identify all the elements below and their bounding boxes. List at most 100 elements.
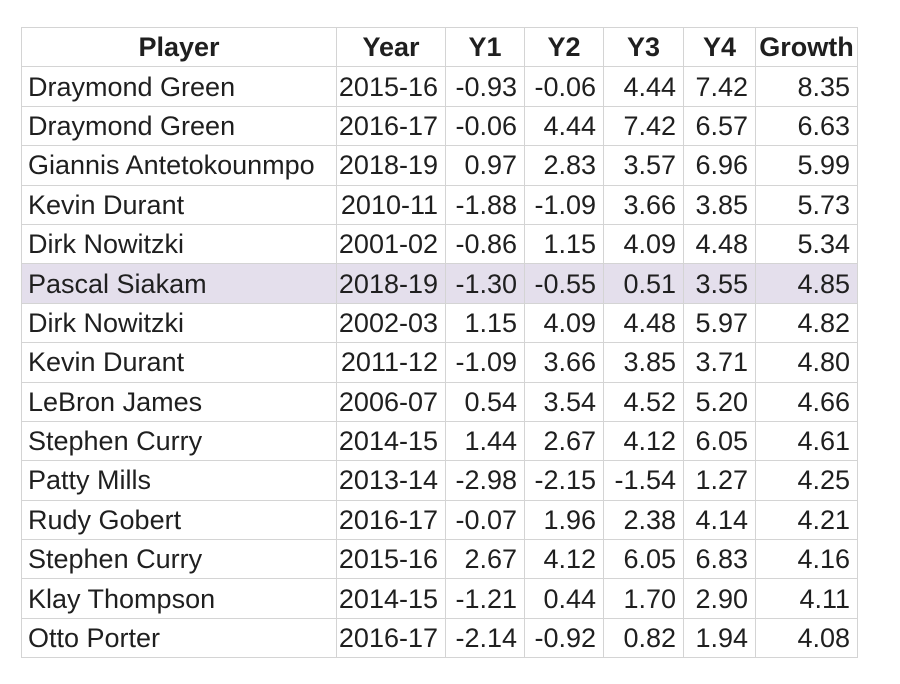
cell-y1[interactable]: -0.93 (445, 66, 525, 107)
cell-y4[interactable]: 6.96 (683, 145, 756, 186)
header-cell-growth[interactable]: Growth (755, 26, 858, 68)
cell-y2[interactable]: 3.54 (524, 381, 604, 422)
cell-y2[interactable]: 4.09 (524, 302, 604, 344)
cell-growth[interactable]: 4.11 (755, 578, 858, 619)
cell-growth[interactable]: 4.25 (755, 460, 858, 501)
cell-y1[interactable]: -0.06 (445, 105, 525, 147)
cell-y3[interactable]: 4.52 (603, 381, 684, 422)
cell-growth[interactable]: 5.99 (755, 145, 858, 186)
cell-year[interactable]: 2016-17 (336, 105, 446, 147)
cell-y3[interactable]: 0.51 (603, 263, 684, 304)
cell-y1[interactable]: -1.88 (445, 184, 525, 225)
cell-y3[interactable]: 6.05 (603, 539, 684, 580)
cell-y2[interactable]: -0.55 (524, 263, 604, 304)
cell-y4[interactable]: 1.94 (683, 617, 756, 659)
cell-y1[interactable]: -0.86 (445, 223, 525, 265)
cell-y4[interactable]: 2.90 (683, 578, 756, 619)
cell-y3[interactable]: 3.85 (603, 342, 684, 383)
cell-y4[interactable]: 6.83 (683, 539, 756, 580)
cell-year[interactable]: 2016-17 (336, 617, 446, 659)
cell-player[interactable]: Kevin Durant (21, 342, 337, 383)
cell-player[interactable]: Patty Mills (21, 460, 337, 501)
cell-y1[interactable]: -0.07 (445, 499, 525, 541)
cell-y3[interactable]: 3.66 (603, 184, 684, 225)
cell-y2[interactable]: 1.15 (524, 223, 604, 265)
cell-y3[interactable]: 0.82 (603, 617, 684, 659)
cell-growth[interactable]: 4.85 (755, 263, 858, 304)
cell-y3[interactable]: 4.44 (603, 66, 684, 107)
cell-year[interactable]: 2015-16 (336, 539, 446, 580)
header-cell-player[interactable]: Player (21, 26, 337, 68)
cell-year[interactable]: 2014-15 (336, 420, 446, 462)
cell-player[interactable]: Rudy Gobert (21, 499, 337, 541)
cell-growth[interactable]: 4.21 (755, 499, 858, 541)
cell-y4[interactable]: 7.42 (683, 66, 756, 107)
cell-year[interactable]: 2006-07 (336, 381, 446, 422)
cell-y4[interactable]: 5.97 (683, 302, 756, 344)
cell-y4[interactable]: 4.14 (683, 499, 756, 541)
cell-y2[interactable]: -2.15 (524, 460, 604, 501)
cell-y2[interactable]: 4.44 (524, 105, 604, 147)
cell-y4[interactable]: 6.57 (683, 105, 756, 147)
cell-y4[interactable]: 1.27 (683, 460, 756, 501)
cell-player[interactable]: Draymond Green (21, 105, 337, 147)
cell-year[interactable]: 2010-11 (336, 184, 446, 225)
cell-player[interactable]: Pascal Siakam (21, 263, 337, 304)
cell-growth[interactable]: 4.08 (755, 617, 858, 659)
cell-year[interactable]: 2011-12 (336, 342, 446, 383)
cell-player[interactable]: Stephen Curry (21, 420, 337, 462)
cell-growth[interactable]: 6.63 (755, 105, 858, 147)
header-cell-y2[interactable]: Y2 (524, 26, 604, 68)
cell-y2[interactable]: 1.96 (524, 499, 604, 541)
cell-y4[interactable]: 3.55 (683, 263, 756, 304)
cell-player[interactable]: Draymond Green (21, 66, 337, 107)
cell-growth[interactable]: 4.61 (755, 420, 858, 462)
cell-y1[interactable]: -1.09 (445, 342, 525, 383)
header-cell-y4[interactable]: Y4 (683, 26, 756, 68)
cell-year[interactable]: 2018-19 (336, 263, 446, 304)
cell-growth[interactable]: 4.82 (755, 302, 858, 344)
cell-year[interactable]: 2002-03 (336, 302, 446, 344)
cell-growth[interactable]: 5.73 (755, 184, 858, 225)
cell-player[interactable]: Dirk Nowitzki (21, 223, 337, 265)
header-cell-y3[interactable]: Y3 (603, 26, 684, 68)
cell-player[interactable]: LeBron James (21, 381, 337, 422)
header-cell-year[interactable]: Year (336, 26, 446, 68)
header-cell-y1[interactable]: Y1 (445, 26, 525, 68)
cell-y2[interactable]: 2.83 (524, 145, 604, 186)
cell-player[interactable]: Dirk Nowitzki (21, 302, 337, 344)
cell-y1[interactable]: -2.98 (445, 460, 525, 501)
cell-y3[interactable]: 4.48 (603, 302, 684, 344)
cell-y1[interactable]: 0.97 (445, 145, 525, 186)
cell-y2[interactable]: 0.44 (524, 578, 604, 619)
cell-year[interactable]: 2014-15 (336, 578, 446, 619)
cell-y1[interactable]: 1.44 (445, 420, 525, 462)
cell-y4[interactable]: 3.85 (683, 184, 756, 225)
cell-year[interactable]: 2015-16 (336, 66, 446, 107)
cell-player[interactable]: Otto Porter (21, 617, 337, 659)
cell-y1[interactable]: 1.15 (445, 302, 525, 344)
cell-y2[interactable]: -0.92 (524, 617, 604, 659)
cell-year[interactable]: 2018-19 (336, 145, 446, 186)
cell-y2[interactable]: 2.67 (524, 420, 604, 462)
cell-y2[interactable]: -1.09 (524, 184, 604, 225)
cell-player[interactable]: Stephen Curry (21, 539, 337, 580)
cell-y3[interactable]: 2.38 (603, 499, 684, 541)
cell-y4[interactable]: 6.05 (683, 420, 756, 462)
cell-y1[interactable]: 0.54 (445, 381, 525, 422)
cell-growth[interactable]: 4.80 (755, 342, 858, 383)
cell-growth[interactable]: 4.16 (755, 539, 858, 580)
cell-y1[interactable]: -1.30 (445, 263, 525, 304)
cell-player[interactable]: Klay Thompson (21, 578, 337, 619)
cell-y3[interactable]: 7.42 (603, 105, 684, 147)
cell-y4[interactable]: 3.71 (683, 342, 756, 383)
cell-growth[interactable]: 8.35 (755, 66, 858, 107)
cell-y2[interactable]: -0.06 (524, 66, 604, 107)
cell-growth[interactable]: 4.66 (755, 381, 858, 422)
cell-y3[interactable]: 1.70 (603, 578, 684, 619)
cell-growth[interactable]: 5.34 (755, 223, 858, 265)
cell-y1[interactable]: -1.21 (445, 578, 525, 619)
cell-y2[interactable]: 4.12 (524, 539, 604, 580)
cell-y3[interactable]: 4.12 (603, 420, 684, 462)
cell-y3[interactable]: 4.09 (603, 223, 684, 265)
